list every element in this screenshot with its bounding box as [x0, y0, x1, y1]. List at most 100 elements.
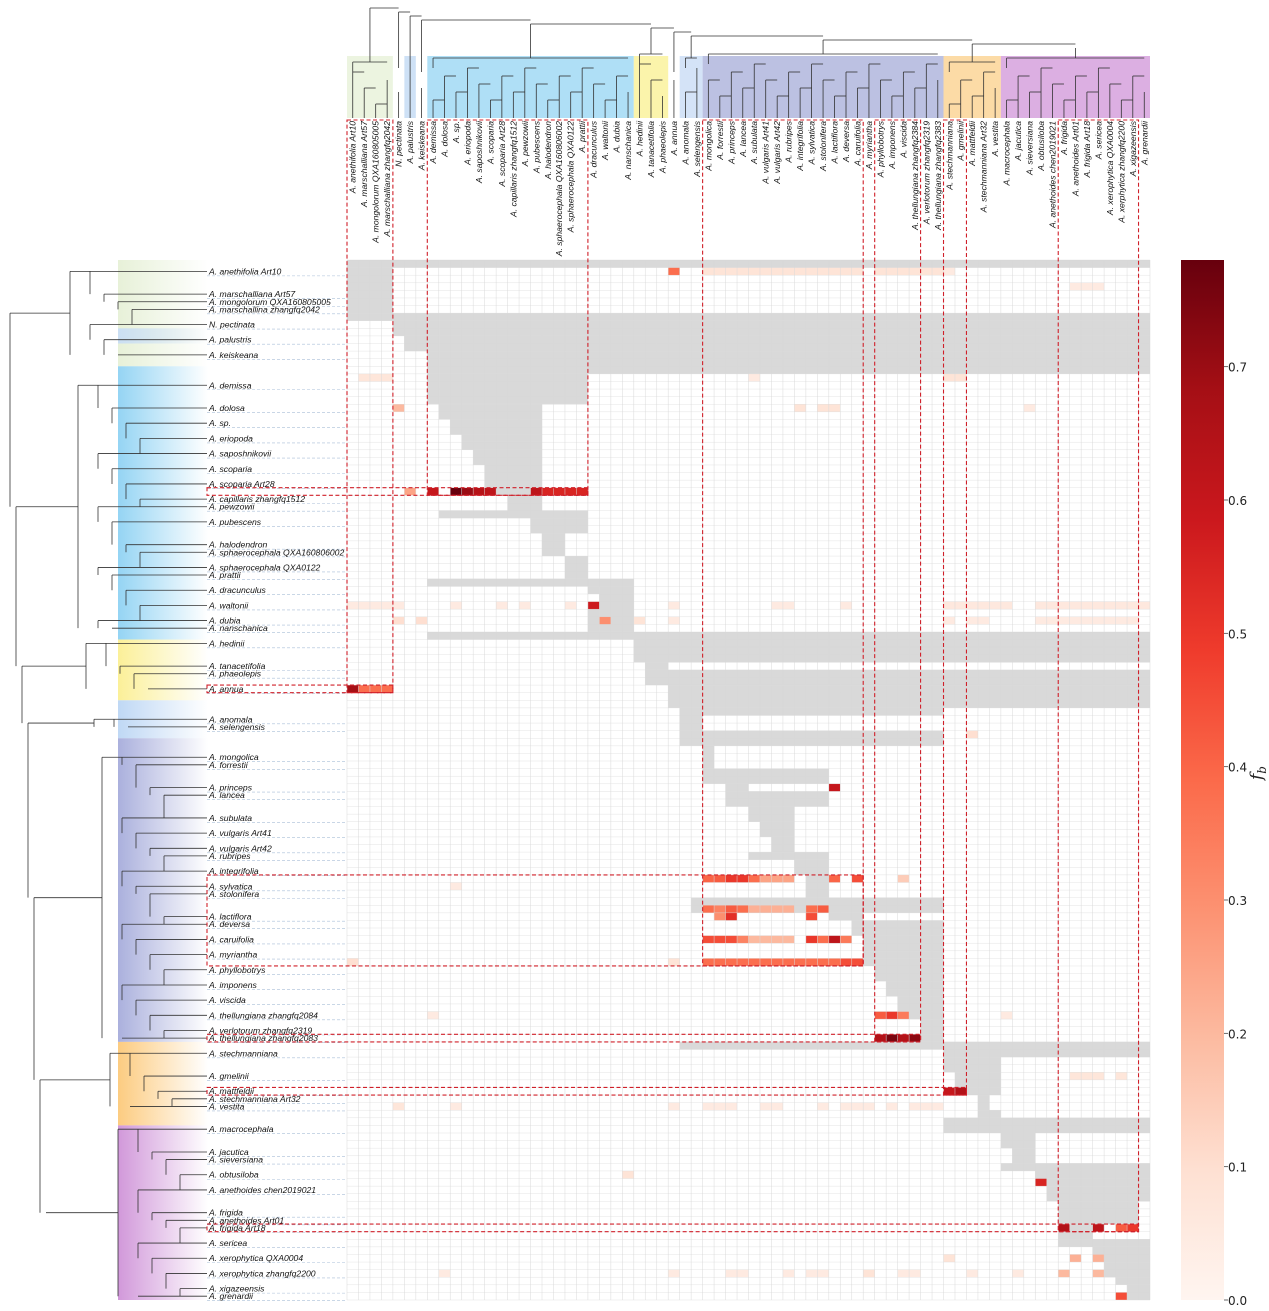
- heatmap-cell: [794, 958, 806, 966]
- heatmap-cell: [1046, 601, 1059, 610]
- heatmap-cell: [897, 1011, 910, 1020]
- heatmap-cell: [943, 616, 955, 625]
- heatmap-cell: [909, 1034, 921, 1042]
- heatmap-cell: [1115, 616, 1128, 625]
- heatmap-cell: [702, 874, 715, 883]
- row-label: A. thellungiana zhangfq2084: [208, 1010, 318, 1020]
- heatmap-cell: [1115, 1072, 1128, 1080]
- row-label: A. stechmanniana Art32: [208, 1094, 301, 1104]
- highlight-row-box: [206, 1033, 922, 1043]
- heatmap-cell: [748, 935, 760, 944]
- phylogeny-dendrograms: [9, 7, 1145, 1297]
- heatmap-cell: [702, 267, 715, 276]
- heatmap-cell: [897, 1269, 910, 1278]
- column-label: A. capillaris zhangfq1512: [508, 121, 518, 218]
- colorbar-tick-label: 0.0: [1228, 1294, 1247, 1308]
- na-cell-block: [587, 586, 600, 595]
- heatmap-cell: [1092, 282, 1105, 291]
- column-label: A. stechmanniana: [944, 121, 954, 191]
- heatmap-cell: [828, 958, 841, 966]
- heatmap-cell: [1000, 601, 1013, 610]
- na-cell-block: [438, 510, 588, 519]
- clade-band-left: [118, 328, 208, 344]
- heatmap-cell: [714, 1102, 726, 1111]
- na-cell-block: [679, 1041, 1150, 1050]
- heatmap-cell: [1092, 1269, 1105, 1278]
- column-label: A. scoparia Art28: [497, 121, 507, 188]
- heatmap-cell: [805, 905, 818, 913]
- heatmap-cell: [817, 935, 829, 944]
- row-label: A. sieversiana: [208, 1155, 263, 1165]
- row-label: A. palustris: [208, 335, 252, 345]
- colorbar-tick-label: 0.1: [1228, 1161, 1247, 1175]
- clade-band-left: [118, 366, 208, 640]
- row-label: A. pewzowii: [208, 502, 255, 512]
- na-cell-block: [427, 351, 1150, 374]
- heatmap-cell: [805, 958, 818, 966]
- column-label: A. stolonifera: [818, 121, 828, 172]
- clade-band-left: [118, 738, 208, 1042]
- colorbar-label: fb: [1247, 766, 1269, 782]
- heatmap-cell: [737, 935, 749, 944]
- column-label: A. imponens: [887, 120, 897, 169]
- heatmap-cell: [725, 874, 738, 883]
- column-label: A. halodendron: [543, 121, 553, 181]
- heatmap-cell: [714, 912, 726, 921]
- heatmap-cell: [542, 487, 554, 496]
- column-label: A. marschalliana Art57: [359, 120, 369, 208]
- heatmap-cell: [553, 487, 565, 496]
- row-label: A. capillaris zhangfq1512: [208, 494, 305, 504]
- heatmap-cell: [759, 905, 772, 913]
- heatmap-cell: [564, 601, 577, 610]
- heatmap-cell: [1035, 1178, 1047, 1187]
- highlight-column-box: [426, 119, 589, 496]
- heatmap-cell: [897, 267, 910, 276]
- heatmap-cell: [1000, 1011, 1013, 1020]
- column-label: A. dracunculus: [589, 120, 599, 179]
- column-label: A. saposhnikovii: [474, 120, 484, 184]
- heatmap-cell: [932, 1102, 944, 1111]
- heatmap-cell: [1104, 616, 1116, 625]
- heatmap-cell: [1092, 601, 1105, 610]
- heatmap-cell: [943, 601, 955, 610]
- na-cell-block: [1000, 1163, 1150, 1171]
- na-cell-block: [748, 852, 829, 860]
- heatmap-cell: [1081, 601, 1093, 610]
- heatmap-cell: [840, 958, 852, 966]
- row-label: A. macrocephala: [208, 1124, 274, 1134]
- row-label: A. anethoides chen2019021: [208, 1185, 316, 1195]
- row-label: A. marschallina zhangfq2042: [208, 304, 320, 314]
- clade-band-top: [679, 56, 703, 118]
- column-label: A. eriopoda: [462, 121, 472, 166]
- heatmap-cell: [828, 404, 841, 412]
- heatmap-cell: [450, 882, 462, 891]
- column-label: A. sp.: [451, 121, 461, 144]
- column-label: A. macrocephala: [1002, 121, 1012, 187]
- column-label: A. xerophytica QXA0004: [1105, 121, 1115, 216]
- heatmap-cell: [851, 1102, 864, 1111]
- row-label: A. frigida Art18: [208, 1223, 266, 1233]
- heatmap-cell: [897, 1034, 910, 1042]
- heatmap-cell: [886, 267, 898, 276]
- column-label: A. sphaerocephala QXA160806002: [554, 121, 564, 257]
- clade-band-left: [118, 639, 208, 701]
- heatmap-cell: [1092, 1072, 1105, 1080]
- column-label: A. rubripes: [784, 120, 794, 163]
- heatmap-cell: [450, 487, 462, 496]
- heatmap-cell: [392, 616, 405, 625]
- row-label: N. pectinata: [209, 320, 255, 330]
- clade-band-left: [118, 260, 208, 367]
- row-label: A. nanschanica: [208, 623, 268, 633]
- heatmap-cell: [782, 874, 795, 883]
- na-cell-block: [863, 958, 944, 966]
- column-label: A. princeps: [726, 120, 736, 165]
- heatmap-cell: [874, 1034, 887, 1042]
- heatmap-cell: [759, 958, 772, 966]
- heatmap-cell: [966, 616, 978, 625]
- heatmap-cell: [392, 1102, 405, 1111]
- heatmap-cell: [450, 1102, 462, 1111]
- heatmap-cell: [622, 1170, 634, 1179]
- highlight-column-box: [1057, 119, 1140, 1233]
- heatmap-cell: [840, 267, 852, 276]
- na-cell-block: [702, 745, 715, 769]
